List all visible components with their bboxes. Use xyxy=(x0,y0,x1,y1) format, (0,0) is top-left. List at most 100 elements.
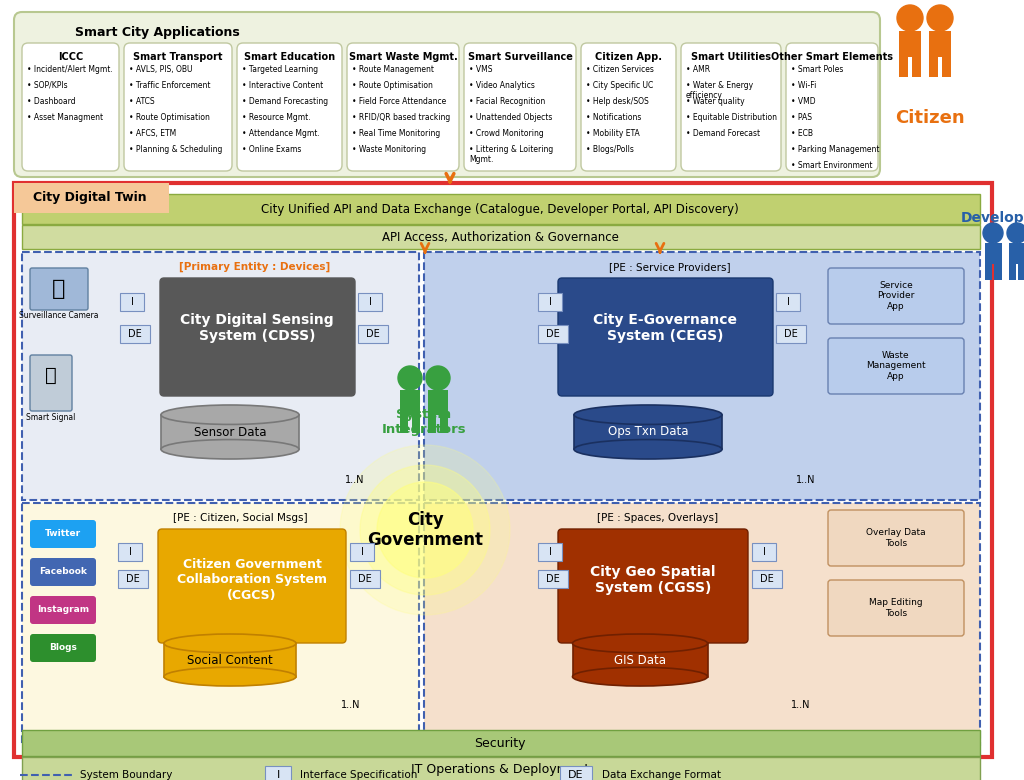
Text: Map Editing
Tools: Map Editing Tools xyxy=(869,598,923,618)
Bar xyxy=(22,225,980,249)
Bar xyxy=(752,570,782,588)
Bar xyxy=(538,543,562,561)
Bar xyxy=(164,644,296,676)
Bar xyxy=(984,243,1001,264)
Text: Data Exchange Format: Data Exchange Format xyxy=(602,770,721,780)
Bar xyxy=(929,57,938,77)
Bar xyxy=(439,415,449,433)
Bar xyxy=(1009,243,1024,264)
Text: • Planning & Scheduling: • Planning & Scheduling xyxy=(129,145,222,154)
Ellipse shape xyxy=(572,667,708,686)
Text: • Water & Energy
efficiency: • Water & Energy efficiency xyxy=(686,81,753,101)
Ellipse shape xyxy=(164,667,296,686)
FancyBboxPatch shape xyxy=(828,580,964,636)
Bar xyxy=(560,766,592,780)
Text: Service
Provider
App: Service Provider App xyxy=(878,281,914,311)
Text: • Mobility ETA: • Mobility ETA xyxy=(586,129,640,138)
Text: • Demand Forecast: • Demand Forecast xyxy=(686,129,760,138)
Ellipse shape xyxy=(572,634,708,653)
FancyBboxPatch shape xyxy=(30,520,96,548)
Text: DE: DE xyxy=(760,574,774,584)
Text: • ATCS: • ATCS xyxy=(129,97,155,106)
FancyBboxPatch shape xyxy=(160,278,355,396)
Text: City
Government: City Government xyxy=(367,511,483,549)
Circle shape xyxy=(927,5,953,31)
Text: Overlay Data
Tools: Overlay Data Tools xyxy=(866,528,926,548)
Text: • Attendance Mgmt.: • Attendance Mgmt. xyxy=(242,129,319,138)
Bar xyxy=(572,644,708,676)
Text: • AVLS, PIS, OBU: • AVLS, PIS, OBU xyxy=(129,65,193,74)
Bar xyxy=(538,325,568,343)
Circle shape xyxy=(983,223,1002,243)
Text: City Digital Sensing
System (CDSS): City Digital Sensing System (CDSS) xyxy=(180,313,334,343)
Ellipse shape xyxy=(164,634,296,653)
FancyBboxPatch shape xyxy=(347,43,459,171)
Bar xyxy=(1018,264,1024,280)
Text: • Interactive Content: • Interactive Content xyxy=(242,81,324,90)
Bar xyxy=(538,293,562,311)
Bar xyxy=(120,325,150,343)
Text: I: I xyxy=(549,297,552,307)
Text: Citizen Government
Collaboration System
(CGCS): Citizen Government Collaboration System … xyxy=(177,558,327,601)
FancyBboxPatch shape xyxy=(237,43,342,171)
Ellipse shape xyxy=(574,440,722,459)
Text: City E-Governance
System (CEGS): City E-Governance System (CEGS) xyxy=(593,313,737,343)
Text: DE: DE xyxy=(128,329,142,339)
Text: IT Operations & Deployment: IT Operations & Deployment xyxy=(411,763,589,775)
Text: [PE : Citizen, Social Msgs]: [PE : Citizen, Social Msgs] xyxy=(173,513,307,523)
Text: • Parking Management: • Parking Management xyxy=(791,145,880,154)
Text: • PAS: • PAS xyxy=(791,113,812,122)
Bar xyxy=(350,570,380,588)
Text: 🚦: 🚦 xyxy=(45,366,57,385)
Ellipse shape xyxy=(574,405,722,424)
Circle shape xyxy=(1007,223,1024,243)
Text: [PE : Service Providers]: [PE : Service Providers] xyxy=(609,262,731,272)
Bar xyxy=(538,570,568,588)
Text: 📷: 📷 xyxy=(52,279,66,299)
Text: Twitter: Twitter xyxy=(45,530,81,538)
Text: • Littering & Loitering
Mgmt.: • Littering & Loitering Mgmt. xyxy=(469,145,553,165)
Text: • RFID/QR based tracking: • RFID/QR based tracking xyxy=(352,113,451,122)
Text: DE: DE xyxy=(126,574,140,584)
Bar xyxy=(899,31,921,57)
FancyBboxPatch shape xyxy=(828,268,964,324)
Text: Smart Surveillance: Smart Surveillance xyxy=(468,52,572,62)
FancyBboxPatch shape xyxy=(22,43,119,171)
Circle shape xyxy=(897,5,923,31)
Bar xyxy=(14,183,169,213)
Text: I: I xyxy=(549,547,552,557)
Bar xyxy=(412,415,420,433)
Text: DE: DE xyxy=(358,574,372,584)
Text: Smart Transport: Smart Transport xyxy=(133,52,223,62)
Text: DE: DE xyxy=(568,770,584,780)
Text: • Route Optimisation: • Route Optimisation xyxy=(129,113,210,122)
Text: 1..N: 1..N xyxy=(791,700,810,710)
Text: I: I xyxy=(360,547,364,557)
Text: Surveillance Camera: Surveillance Camera xyxy=(19,311,98,321)
Text: • ECB: • ECB xyxy=(791,129,813,138)
Bar xyxy=(929,31,951,57)
Text: • Smart Environment: • Smart Environment xyxy=(791,161,872,170)
Bar xyxy=(1009,264,1016,280)
Bar xyxy=(942,57,951,77)
Text: City Unified API and Data Exchange (Catalogue, Developer Portal, API Discovery): City Unified API and Data Exchange (Cata… xyxy=(261,203,739,215)
Text: • Field Force Attendance: • Field Force Attendance xyxy=(352,97,446,106)
Text: I: I xyxy=(131,297,133,307)
Bar xyxy=(358,293,382,311)
Text: • Water quality: • Water quality xyxy=(686,97,744,106)
Bar xyxy=(22,757,980,780)
Text: Facebook: Facebook xyxy=(39,568,87,576)
Bar xyxy=(984,264,991,280)
FancyBboxPatch shape xyxy=(14,12,880,177)
Text: 1..N: 1..N xyxy=(341,700,360,710)
Text: Citizen App.: Citizen App. xyxy=(595,52,662,62)
Bar xyxy=(350,543,374,561)
Bar xyxy=(776,325,806,343)
Text: • Facial Recognition: • Facial Recognition xyxy=(469,97,545,106)
Text: • Unattended Objects: • Unattended Objects xyxy=(469,113,552,122)
FancyBboxPatch shape xyxy=(681,43,781,171)
Text: I: I xyxy=(786,297,790,307)
Bar xyxy=(428,415,436,433)
Text: • Asset Managment: • Asset Managment xyxy=(27,113,103,122)
Text: City Digital Twin: City Digital Twin xyxy=(33,192,146,204)
